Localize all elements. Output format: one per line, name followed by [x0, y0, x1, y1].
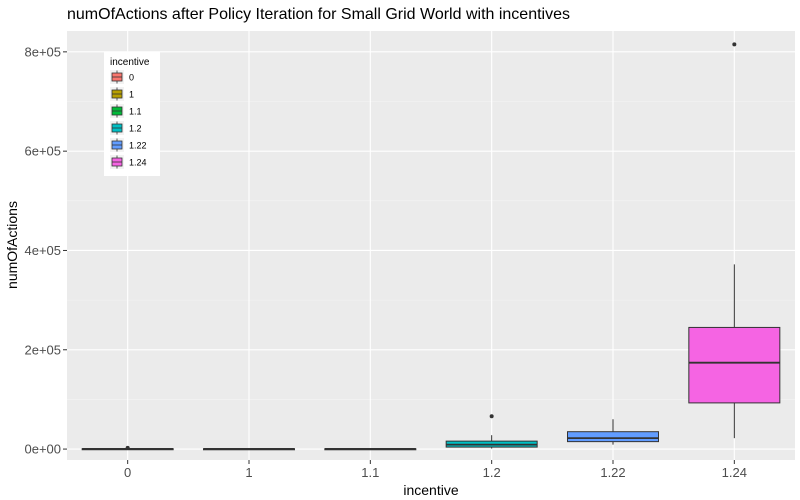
legend-item-0: 0 — [110, 70, 134, 84]
legend-label: 1.1 — [129, 107, 142, 117]
legend-keys: 0 1 1.1 1.2 1.22 1.24 — [110, 70, 147, 169]
x-tick-label: 1.22 — [600, 465, 625, 480]
x-tick-label: 1.2 — [483, 465, 501, 480]
x-tick-label: 1.24 — [722, 465, 747, 480]
outlier-point — [489, 414, 494, 419]
y-tick-label: 0e+00 — [24, 442, 61, 457]
legend: incentive 0 1 1.1 1.2 1.22 1.24 — [104, 52, 160, 176]
x-axis: 0 1 1.1 1.2 1.22 1.24 — [124, 460, 747, 480]
legend-item-1.24: 1.24 — [110, 155, 147, 169]
legend-title: incentive — [110, 57, 150, 68]
box-1.2 — [445, 414, 538, 449]
legend-label: 1.24 — [129, 158, 147, 168]
chart-title: numOfActions after Policy Iteration for … — [67, 6, 570, 23]
legend-label: 1 — [129, 90, 134, 100]
box-0 — [81, 445, 174, 451]
legend-item-1.1: 1.1 — [110, 104, 142, 118]
y-axis: 0e+00 2e+05 4e+05 6e+05 8e+05 — [24, 44, 67, 457]
outlier-point — [125, 445, 130, 450]
box-series — [81, 42, 781, 451]
legend-item-1.2: 1.2 — [110, 121, 142, 135]
legend-label: 1.2 — [129, 124, 142, 134]
legend-label: 1.22 — [129, 141, 147, 151]
box-1.24 — [688, 42, 781, 439]
y-axis-title: numOfActions — [4, 201, 20, 289]
legend-item-1.22: 1.22 — [110, 138, 147, 152]
outlier-point — [732, 42, 737, 47]
x-tick-label: 1.1 — [361, 465, 379, 480]
y-tick-label: 2e+05 — [24, 342, 61, 357]
plot-panel — [67, 31, 795, 460]
box-1.1 — [324, 448, 417, 451]
y-tick-label: 8e+05 — [24, 44, 61, 59]
box-iqr — [688, 326, 781, 404]
x-axis-title: incentive — [403, 482, 458, 498]
legend-item-1: 1 — [110, 87, 134, 101]
x-tick-label: 0 — [124, 465, 131, 480]
box-1.22 — [567, 419, 659, 445]
legend-label: 0 — [129, 73, 134, 83]
box-iqr — [567, 431, 659, 443]
box-1 — [203, 448, 295, 451]
x-tick-label: 1 — [245, 465, 252, 480]
y-tick-label: 6e+05 — [24, 144, 61, 159]
y-tick-label: 4e+05 — [24, 243, 61, 258]
gridlines — [67, 31, 795, 460]
